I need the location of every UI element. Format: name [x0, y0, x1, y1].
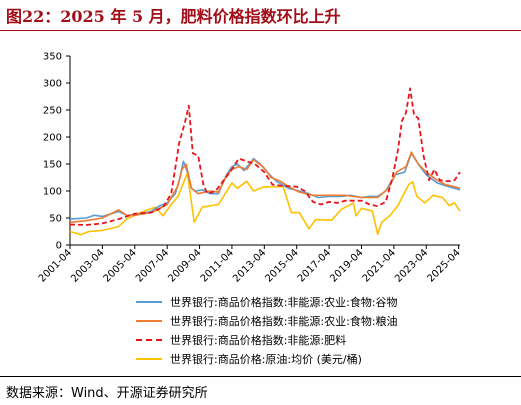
x-tick-label: 2005-04: [102, 247, 139, 284]
y-tick-label: 0: [56, 241, 62, 252]
title-rule: [0, 30, 521, 31]
legend-item-oils: 世界银行:商品价格指数:非能源:农业:食物:粮油: [136, 311, 436, 330]
series-line-fertilizer: [69, 87, 461, 226]
legend-label-crude-oil: 世界银行:商品价格:原油:均价 (美元/桶): [170, 353, 362, 366]
legend-item-fertilizer: 世界银行:商品价格指数:非能源:肥料: [136, 330, 436, 349]
x-tick-label: 2015-04: [264, 247, 301, 284]
x-tick-label: 2007-04: [134, 247, 171, 284]
x-tick-label: 2003-04: [69, 247, 106, 284]
line-chart: 0 50 100 150 200 250 300 350 2001-042003-042005-…: [37, 52, 463, 285]
legend-item-crude-oil: 世界银行:商品价格:原油:均价 (美元/桶): [136, 349, 436, 368]
legend-label-fertilizer: 世界银行:商品价格指数:非能源:肥料: [170, 334, 347, 347]
source-note: 数据来源：Wind、开源证券研究所: [6, 386, 208, 401]
legend-label-oils: 世界银行:商品价格指数:非能源:农业:食物:粮油: [170, 315, 398, 328]
y-tick-label: 50: [49, 214, 62, 225]
series-line-grain: [69, 152, 461, 220]
y-tick-label: 300: [43, 79, 62, 90]
x-tick-label: 2019-04: [328, 247, 365, 284]
y-tick-label: 250: [43, 106, 62, 117]
y-tick-label: 100: [43, 187, 62, 198]
y-tick-label: 150: [43, 160, 62, 171]
legend: 世界银行:商品价格指数:非能源:农业:食物:谷物 世界银行:商品价格指数:非能源…: [136, 292, 436, 368]
series-group: [69, 87, 461, 236]
series-line-crude-oil: [69, 172, 461, 236]
legend-label-grain: 世界银行:商品价格指数:非能源:农业:食物:谷物: [170, 296, 398, 309]
x-tick-label: 2021-04: [361, 247, 398, 284]
page-title: 图22：2025 年 5 月，肥料价格指数环比上升: [6, 7, 341, 26]
x-tick-label: 2023-04: [393, 247, 430, 284]
x-tick-label: 2009-04: [166, 247, 203, 284]
x-tick-label: 2025-04: [425, 247, 462, 284]
source-rule: [0, 376, 521, 377]
x-tick-label: 2013-04: [231, 247, 268, 284]
legend-swatch-crude-oil: [136, 358, 162, 360]
legend-swatch-grain: [136, 301, 162, 303]
x-tick-label: 2011-04: [199, 247, 236, 284]
y-tick-label: 350: [43, 52, 62, 63]
legend-swatch-oils: [136, 320, 162, 322]
x-tick-label: 2017-04: [296, 247, 333, 284]
legend-item-grain: 世界银行:商品价格指数:非能源:农业:食物:谷物: [136, 292, 436, 311]
axes: 0 50 100 150 200 250 300 350 2001-042003-042005-…: [37, 52, 463, 285]
x-tick-label: 2001-04: [37, 247, 74, 284]
legend-swatch-fertilizer: [136, 339, 162, 341]
y-tick-label: 200: [43, 133, 62, 144]
